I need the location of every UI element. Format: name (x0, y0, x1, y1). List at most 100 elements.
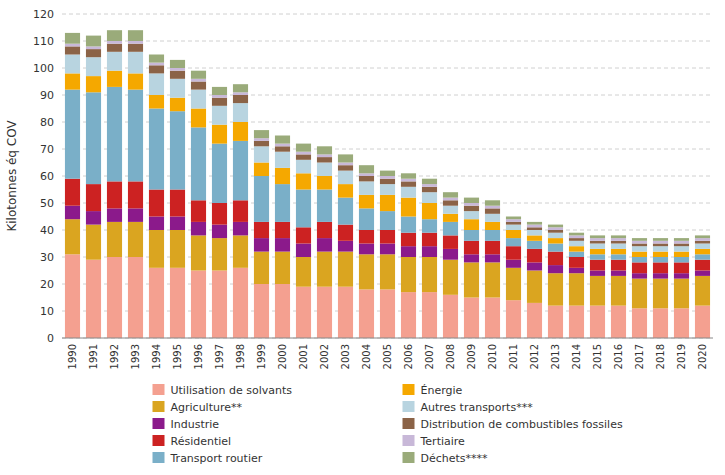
bar-segment (317, 287, 332, 338)
bar-segment (86, 46, 101, 49)
bar-segment (632, 308, 647, 338)
bar-segment (653, 246, 668, 251)
bar-segment (296, 227, 311, 243)
bar-segment (527, 303, 542, 338)
bar-segment (611, 235, 626, 238)
bar-segment (86, 57, 101, 76)
bar-segment (233, 268, 248, 338)
legend-swatch (153, 401, 165, 412)
legend-label: Résidentiel (171, 435, 232, 448)
bar-segment (422, 184, 437, 187)
bar-segment (653, 279, 668, 309)
legend-swatch (403, 418, 415, 429)
bar-segment (191, 82, 206, 90)
bar-segment (317, 190, 332, 222)
y-tick-label: 30 (40, 251, 54, 264)
legend-swatch (403, 452, 415, 463)
bar-segment (464, 262, 479, 297)
x-tick-label: 2020 (697, 344, 708, 369)
bar-segment (506, 268, 521, 300)
bar-segment (233, 141, 248, 200)
bar-segment (317, 157, 332, 162)
bar-segment (527, 230, 542, 235)
bar-segment (401, 179, 416, 182)
bar-segment (149, 190, 164, 217)
bar-segment (338, 252, 353, 287)
bar-segment (296, 244, 311, 258)
y-tick-label: 40 (40, 224, 54, 237)
bar-segment (590, 244, 605, 249)
bar-segment (191, 79, 206, 82)
bar-segment (254, 238, 269, 252)
x-tick-label: 2014 (571, 344, 582, 369)
bar-segment (317, 222, 332, 238)
bar-segment (464, 206, 479, 211)
bar-segment (275, 252, 290, 284)
bar-segment (380, 230, 395, 244)
bar-segment (422, 219, 437, 233)
bar-segment (233, 122, 248, 141)
bar-segment (212, 125, 227, 144)
bar-segment (527, 227, 542, 230)
y-tick-label: 50 (40, 197, 54, 210)
bar-segment (422, 187, 437, 192)
bar-segment (359, 289, 374, 338)
x-tick-label: 2000 (277, 344, 288, 369)
bars (65, 30, 710, 338)
bar-segment (128, 52, 143, 74)
bar-segment (107, 87, 122, 181)
bar-segment (590, 238, 605, 241)
bar-segment (569, 233, 584, 236)
x-tick-label: 1994 (151, 344, 162, 369)
legend-label: Agriculture** (171, 401, 243, 414)
bar-segment (359, 208, 374, 230)
bar-segment (359, 195, 374, 209)
bar-segment (380, 254, 395, 289)
bar-segment (590, 235, 605, 238)
bar-segment (506, 300, 521, 338)
bar-segment (128, 30, 143, 41)
bar-segment (485, 262, 500, 297)
x-tick-label: 2002 (319, 344, 330, 369)
legend-label: Transport routier (170, 452, 263, 465)
bar-segment (65, 206, 80, 220)
bar-segment (443, 295, 458, 338)
bar-segment (170, 68, 185, 71)
bar-segment (611, 260, 626, 271)
bar-segment (674, 262, 689, 273)
bar-segment (464, 254, 479, 262)
x-tick-label: 2007 (424, 344, 435, 369)
bar-segment (548, 306, 563, 338)
bar-segment (359, 176, 374, 181)
y-tick-label: 10 (40, 305, 54, 318)
grid (62, 14, 713, 338)
bar-segment (590, 249, 605, 254)
bar-segment (86, 49, 101, 57)
x-tick-label: 1996 (193, 344, 204, 369)
bar-segment (422, 246, 437, 257)
bar-segment (254, 138, 269, 141)
bar-segment (401, 246, 416, 257)
bar-segment (569, 235, 584, 238)
grid-line (62, 14, 713, 15)
bar-segment (527, 235, 542, 240)
bar-segment (611, 306, 626, 338)
bar-segment (212, 106, 227, 125)
legend-swatch (153, 384, 165, 395)
x-tick-label: 2013 (550, 344, 561, 369)
bar-segment (233, 235, 248, 267)
bar-segment (674, 244, 689, 247)
bar-segment (506, 246, 521, 260)
bar-segment (233, 103, 248, 122)
bar-segment (149, 230, 164, 268)
bar-segment (86, 76, 101, 92)
x-tick-label: 1997 (214, 344, 225, 369)
bar-segment (653, 252, 668, 257)
bar-segment (569, 268, 584, 273)
bar-segment (611, 244, 626, 249)
bar-segment (338, 154, 353, 162)
bar-segment (464, 211, 479, 219)
bar-segment (254, 130, 269, 138)
bar-segment (380, 179, 395, 184)
bar-segment (338, 225, 353, 241)
